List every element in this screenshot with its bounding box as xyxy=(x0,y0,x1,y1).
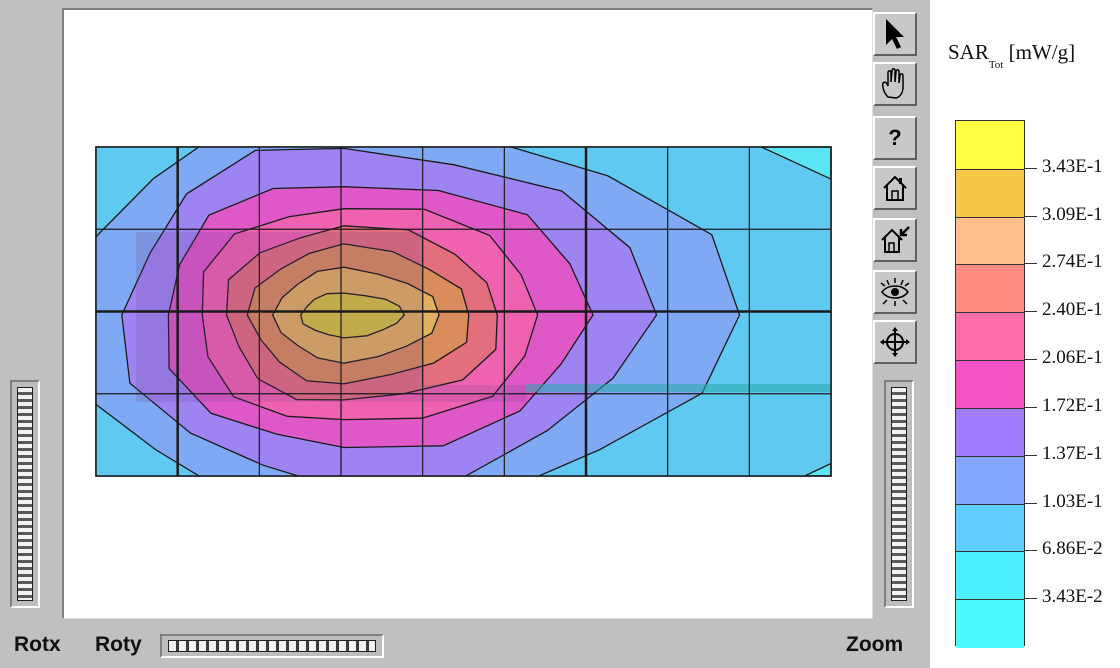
center-crosshair-icon xyxy=(879,326,911,358)
legend-tick xyxy=(1025,359,1037,361)
view-eye-button[interactable] xyxy=(873,270,917,314)
hand-pan-button[interactable] xyxy=(873,62,917,106)
rotx-label: Rotx xyxy=(14,633,61,656)
legend-band xyxy=(956,312,1024,362)
roty-wheel-grip[interactable] xyxy=(168,640,376,652)
help-icon: ? xyxy=(888,125,902,150)
legend-band xyxy=(956,216,1024,266)
zoom-wheel[interactable] xyxy=(884,380,914,608)
rotx-wheel[interactable] xyxy=(10,380,40,608)
zoom-wheel-grip[interactable] xyxy=(891,387,907,601)
help-button[interactable]: ? xyxy=(873,116,917,160)
legend-level-label: 3.43E-2 xyxy=(1042,586,1103,608)
legend-band xyxy=(956,599,1024,648)
home-set-icon xyxy=(879,225,911,255)
legend-band xyxy=(956,121,1024,169)
pointer-button[interactable] xyxy=(873,12,917,56)
legend-tick xyxy=(1025,550,1037,552)
legend-tick xyxy=(1025,454,1037,456)
legend-tick xyxy=(1025,311,1037,313)
legend-band xyxy=(956,503,1024,553)
legend-title-unit: [mW/g] xyxy=(1008,40,1076,64)
sar-viewer-window: ? Rotx Roty Zoom xyxy=(0,0,930,668)
roty-label: Roty xyxy=(95,633,142,656)
legend-band xyxy=(956,360,1024,409)
legend-tick xyxy=(1025,263,1037,265)
legend-band xyxy=(956,455,1024,505)
roty-wheel[interactable] xyxy=(160,634,384,658)
hand-pan-icon xyxy=(879,67,911,101)
plot-border xyxy=(95,146,832,477)
home-icon xyxy=(880,173,910,203)
legend-band xyxy=(956,264,1024,314)
sar-contour-plot[interactable] xyxy=(64,10,872,618)
legend-tick xyxy=(1025,215,1037,217)
center-crosshair-button[interactable] xyxy=(873,320,917,364)
legend-level-label: 2.40E-1 xyxy=(1042,299,1103,321)
legend-tick xyxy=(1025,406,1037,408)
phantom-overlay xyxy=(136,232,526,402)
legend-level-label: 2.74E-1 xyxy=(1042,251,1103,273)
legend-tick xyxy=(1025,502,1037,504)
contour-band xyxy=(299,292,406,339)
pointer-icon xyxy=(880,17,910,51)
legend-level-label: 3.43E-1 xyxy=(1042,155,1103,177)
home-button[interactable] xyxy=(873,166,917,210)
legend-color-bar xyxy=(955,120,1025,648)
legend-title-main: SAR xyxy=(948,40,989,64)
legend-level-label: 1.72E-1 xyxy=(1042,394,1103,416)
legend-level-label: 1.37E-1 xyxy=(1042,442,1103,464)
legend-level-label: 1.03E-1 xyxy=(1042,490,1103,512)
legend-title-sub: Tot xyxy=(988,59,1004,71)
legend-tick xyxy=(1025,598,1037,600)
legend-level-label: 3.09E-1 xyxy=(1042,203,1103,225)
3d-viewport[interactable] xyxy=(62,8,873,619)
legend-band xyxy=(956,551,1024,601)
rotx-wheel-grip[interactable] xyxy=(17,387,33,601)
legend-level-label: 6.86E-2 xyxy=(1042,538,1103,560)
zoom-label: Zoom xyxy=(846,633,904,656)
legend-tick xyxy=(1025,167,1037,169)
phantom-strip xyxy=(526,384,831,392)
legend-band xyxy=(956,168,1024,218)
legend-band xyxy=(956,407,1024,457)
home-set-button[interactable] xyxy=(873,218,917,262)
legend-level-label: 2.06E-1 xyxy=(1042,347,1103,369)
view-eye-icon xyxy=(878,276,912,308)
legend-title: SARTot [mW/g] xyxy=(948,40,1075,71)
